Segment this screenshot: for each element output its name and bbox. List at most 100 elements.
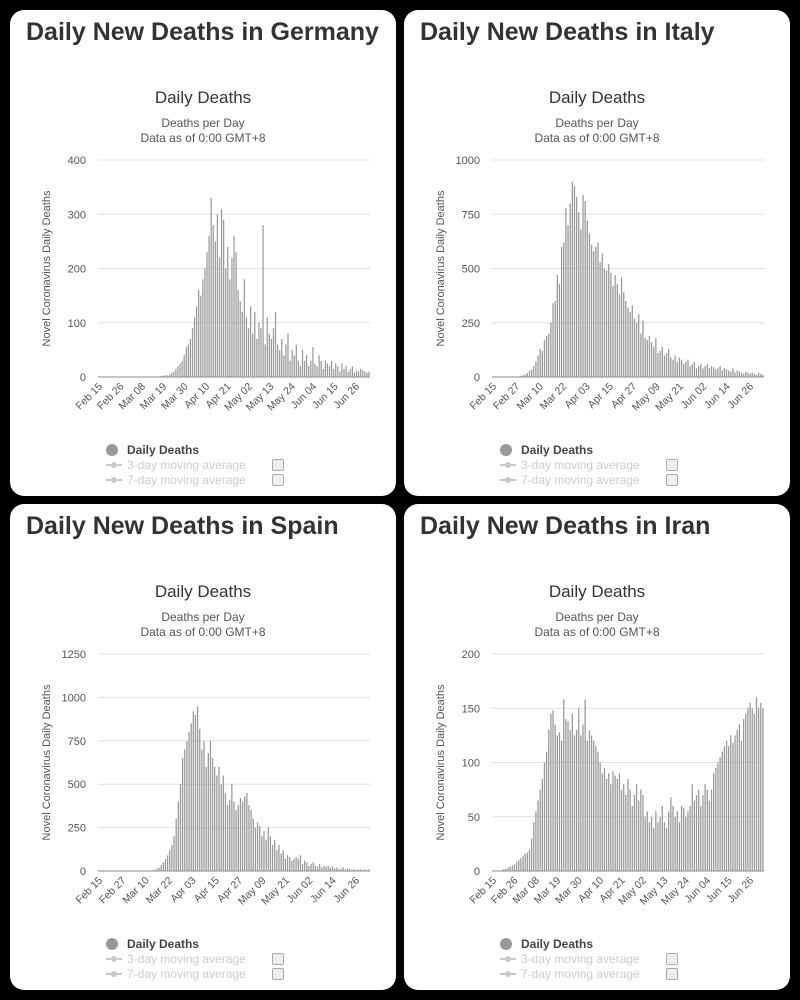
- y-tick-label: 0: [80, 866, 86, 878]
- legend-daily-deaths[interactable]: Daily Deaths: [500, 442, 678, 457]
- legend-checkbox[interactable]: [271, 473, 284, 486]
- bar: [668, 348, 670, 377]
- bar: [685, 816, 687, 871]
- legend-daily-deaths[interactable]: Daily Deaths: [106, 936, 284, 951]
- bar: [500, 869, 503, 871]
- bar: [633, 318, 636, 377]
- legend-7-day-average[interactable]: 7-day moving average: [106, 966, 284, 981]
- chart-legend: Daily Deaths 3-day moving average 7-day …: [500, 936, 678, 981]
- bar: [627, 778, 629, 871]
- bar: [528, 849, 531, 871]
- y-tick-label: 1250: [62, 649, 86, 661]
- bar: [359, 869, 362, 871]
- bar: [610, 272, 612, 377]
- legend-7-day-average[interactable]: 7-day moving average: [500, 472, 678, 487]
- bar: [299, 366, 302, 377]
- bar: [710, 366, 713, 377]
- bar: [346, 868, 349, 871]
- bar: [537, 355, 539, 377]
- bar: [732, 742, 734, 871]
- bar: [233, 235, 235, 377]
- bar: [231, 257, 233, 377]
- germany-chart: 0 100 200 300 400 Novel Coronavirus Daily Dea…: [41, 155, 370, 413]
- bar: [204, 268, 206, 377]
- bar: [209, 740, 212, 871]
- subtitle-line-1: Deaths per Day: [161, 610, 245, 624]
- bar: [160, 375, 162, 377]
- legend-line: [106, 955, 122, 962]
- bar: [595, 246, 597, 377]
- bar: [736, 729, 738, 871]
- bar: [181, 360, 183, 377]
- bar: [535, 361, 537, 377]
- bar: [640, 333, 642, 377]
- bar: [704, 366, 706, 377]
- bar: [554, 724, 556, 871]
- bar: [220, 784, 222, 871]
- bar: [717, 762, 719, 871]
- bar: [156, 868, 158, 871]
- bar: [580, 229, 582, 377]
- y-axis-label: Novel Coronavirus Daily Deaths: [435, 190, 447, 346]
- legend-checkbox[interactable]: [271, 967, 284, 980]
- legend-checkbox[interactable]: [271, 952, 284, 965]
- bar: [246, 792, 248, 871]
- legend-checkbox[interactable]: [665, 967, 678, 980]
- bar: [700, 805, 702, 871]
- bar: [695, 795, 698, 871]
- bar: [593, 251, 595, 377]
- bar: [262, 225, 264, 377]
- bar: [520, 857, 522, 871]
- bar: [625, 795, 627, 871]
- chart-subtitle: Deaths per Day Data as of 0:00 GMT+8: [10, 610, 396, 640]
- legend-checkbox[interactable]: [665, 458, 678, 471]
- bar: [509, 866, 511, 871]
- bar: [364, 869, 366, 871]
- bar: [618, 294, 621, 377]
- legend-7-day-average[interactable]: 7-day moving average: [500, 966, 678, 981]
- legend-3-day-average[interactable]: 3-day moving average: [106, 951, 284, 966]
- bar: [539, 789, 541, 871]
- bar: [254, 311, 256, 377]
- bar: [293, 858, 295, 871]
- bar: [256, 822, 259, 871]
- bar: [674, 355, 676, 377]
- bar: [758, 372, 760, 377]
- legend-7-day-average[interactable]: 7-day moving average: [106, 472, 284, 487]
- legend-daily-deaths[interactable]: Daily Deaths: [106, 442, 284, 457]
- bar: [721, 751, 723, 871]
- legend-3-day-average[interactable]: 3-day moving average: [500, 951, 678, 966]
- bar: [693, 800, 696, 871]
- bar: [522, 375, 524, 377]
- bar: [184, 749, 186, 871]
- bar: [291, 860, 293, 871]
- bar: [698, 366, 700, 377]
- bar: [264, 344, 266, 377]
- legend-checkbox[interactable]: [271, 458, 284, 471]
- bar: [310, 360, 312, 377]
- bar: [308, 366, 310, 377]
- bar: [276, 850, 278, 871]
- legend-line: [500, 461, 516, 468]
- bar: [169, 850, 171, 871]
- chart-subtitle: Deaths per Day Data as of 0:00 GMT+8: [404, 610, 790, 640]
- legend-daily-deaths[interactable]: Daily Deaths: [500, 936, 678, 951]
- legend-3-day-average[interactable]: 3-day moving average: [106, 457, 284, 472]
- legend-3-day-average[interactable]: 3-day moving average: [500, 457, 678, 472]
- bar: [362, 370, 364, 377]
- bar: [261, 836, 263, 871]
- bar: [603, 268, 606, 377]
- bar: [357, 371, 360, 377]
- bar: [590, 244, 593, 377]
- legend-checkbox[interactable]: [665, 473, 678, 486]
- bar: [653, 346, 655, 377]
- bar: [584, 699, 586, 871]
- bar: [661, 805, 663, 871]
- bar: [524, 374, 526, 377]
- legend-checkbox[interactable]: [665, 952, 678, 965]
- bar: [755, 374, 758, 377]
- bar: [725, 369, 728, 377]
- bar: [181, 758, 184, 871]
- bar: [708, 368, 711, 377]
- bar: [239, 301, 241, 377]
